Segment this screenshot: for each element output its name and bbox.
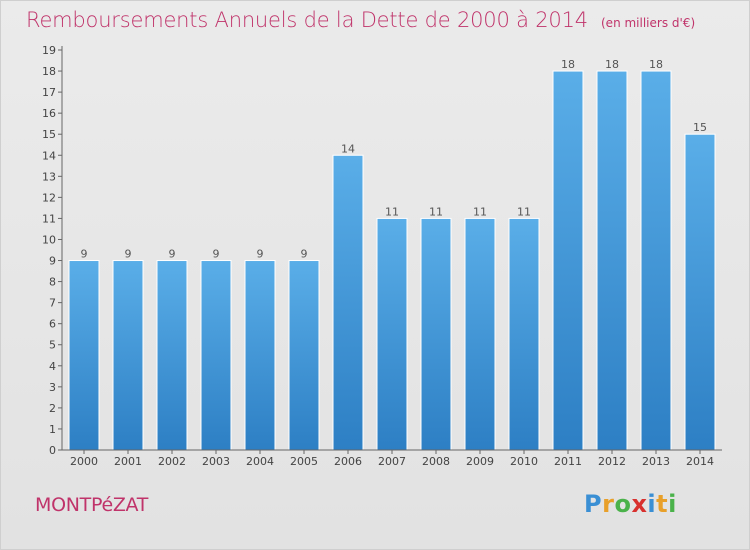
y-tick-label: 3 xyxy=(49,381,56,394)
x-tick-label: 2000 xyxy=(70,455,98,468)
logo-letter: o xyxy=(614,490,632,518)
y-tick-label: 16 xyxy=(42,107,56,120)
bar-2010 xyxy=(508,217,540,451)
y-tick-label: 10 xyxy=(42,233,56,246)
x-tick-label: 2005 xyxy=(290,455,318,468)
y-tick-label: 12 xyxy=(42,191,56,204)
proxiti-logo: Proxiti xyxy=(584,490,677,518)
x-tick-label: 2001 xyxy=(114,455,142,468)
y-tick-label: 17 xyxy=(42,86,56,99)
y-tick-label: 15 xyxy=(42,128,56,141)
y-tick-label: 9 xyxy=(49,255,56,268)
y-tick-label: 13 xyxy=(42,170,56,183)
x-tick-label: 2009 xyxy=(466,455,494,468)
bar-value-label: 11 xyxy=(473,205,487,218)
y-tick-label: 1 xyxy=(49,423,56,436)
bar-2004 xyxy=(244,260,276,451)
bar-value-label: 18 xyxy=(561,58,575,71)
bar-2005 xyxy=(288,260,320,451)
chart-title-main: Remboursements Annuels de la Dette de 20… xyxy=(26,8,588,32)
bar-2008 xyxy=(420,217,452,451)
x-tick-label: 2002 xyxy=(158,455,186,468)
bar-value-label: 11 xyxy=(429,205,443,218)
y-tick-label: 14 xyxy=(42,149,56,162)
bar-2001 xyxy=(112,260,144,451)
bar-value-label: 9 xyxy=(169,248,176,261)
bar-2011 xyxy=(552,70,584,451)
bar-value-label: 14 xyxy=(341,142,355,155)
y-tick-label: 8 xyxy=(49,276,56,289)
y-tick-label: 4 xyxy=(49,360,56,373)
logo-letter: t xyxy=(656,490,669,518)
x-tick-label: 2011 xyxy=(554,455,582,468)
x-tick-label: 2008 xyxy=(422,455,450,468)
x-tick-label: 2013 xyxy=(642,455,670,468)
x-tick-label: 2003 xyxy=(202,455,230,468)
bar-value-label: 9 xyxy=(213,248,220,261)
bar-2014 xyxy=(684,133,716,451)
bar-value-label: 11 xyxy=(517,205,531,218)
y-tick-label: 19 xyxy=(42,44,56,57)
bar-2000 xyxy=(68,260,100,451)
y-tick-label: 11 xyxy=(42,212,56,225)
y-tick-label: 5 xyxy=(49,339,56,352)
bar-value-label: 9 xyxy=(257,248,264,261)
bar-value-label: 18 xyxy=(605,58,619,71)
x-tick-label: 2010 xyxy=(510,455,538,468)
bar-2013 xyxy=(640,70,672,451)
logo-letter: r xyxy=(602,490,615,518)
bar-2006 xyxy=(332,154,364,451)
bar-2012 xyxy=(596,70,628,451)
x-tick-label: 2004 xyxy=(246,455,274,468)
y-tick-label: 6 xyxy=(49,318,56,331)
bar-2002 xyxy=(156,260,188,451)
x-tick-label: 2012 xyxy=(598,455,626,468)
x-tick-label: 2006 xyxy=(334,455,362,468)
logo-letter: P xyxy=(584,490,603,518)
y-tick-label: 18 xyxy=(42,65,56,78)
chart-title-unit: (en milliers d'€) xyxy=(601,16,696,30)
bar-value-label: 15 xyxy=(693,121,707,134)
bar-2003 xyxy=(200,260,232,451)
chart-title: Remboursements Annuels de la Dette de 20… xyxy=(26,8,695,32)
logo-letter: i xyxy=(668,490,677,518)
commune-name: MONTPéZAT xyxy=(35,494,149,516)
bar-value-label: 11 xyxy=(385,205,399,218)
y-tick-label: 0 xyxy=(49,444,56,457)
y-tick-label: 2 xyxy=(49,402,56,415)
bar-value-label: 9 xyxy=(81,248,88,261)
logo-letter: x xyxy=(631,490,648,518)
bar-value-label: 9 xyxy=(125,248,132,261)
bar-value-label: 18 xyxy=(649,58,663,71)
bar-2007 xyxy=(376,217,408,451)
y-tick-label: 7 xyxy=(49,297,56,310)
x-tick-label: 2014 xyxy=(686,455,714,468)
logo-letter: i xyxy=(647,490,657,518)
bar-value-label: 9 xyxy=(301,248,308,261)
bar-2009 xyxy=(464,217,496,451)
x-tick-label: 2007 xyxy=(378,455,406,468)
